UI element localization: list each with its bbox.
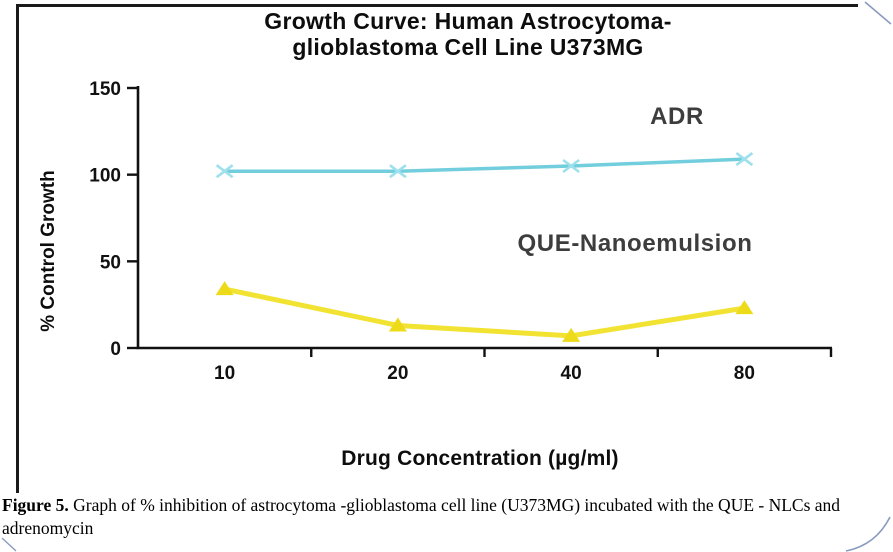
figure-caption: Figure 5. Graph of % inhibition of astro… — [2, 494, 891, 540]
corner-fold-mark-top-right — [864, 1, 892, 25]
data-marker-x — [389, 164, 407, 179]
x-tick-label: 20 — [387, 363, 408, 384]
x-tick-label: 40 — [561, 363, 582, 384]
data-marker-triangle — [735, 300, 754, 315]
data-marker-triangle — [562, 327, 581, 342]
x-tick-label: 80 — [734, 363, 755, 384]
x-tick-label: 10 — [214, 363, 235, 384]
data-marker-triangle — [215, 281, 234, 296]
chart-title-line2: glioblastoma Cell Line U373MG — [292, 34, 644, 60]
figure-border — [16, 4, 858, 493]
data-marker-x — [215, 164, 234, 179]
y-tick-label: 0 — [110, 339, 121, 360]
chart-title: Growth Curve: Human Astrocytoma- gliobla… — [138, 8, 798, 60]
series-annotation-adr: ADR — [650, 103, 704, 130]
data-marker-x — [562, 158, 580, 174]
data-marker-triangle — [388, 317, 407, 332]
series-annotation-que-nanoemulsion: QUE-Nanoemulsion — [517, 230, 753, 257]
y-tick-label: 50 — [100, 252, 121, 273]
y-tick-label: 100 — [89, 166, 121, 187]
data-marker-x — [735, 152, 754, 167]
figure-caption-label: Figure 5. — [2, 495, 69, 515]
series-line-adr — [222, 157, 747, 173]
chart-title-line1: Growth Curve: Human Astrocytoma- — [264, 8, 672, 34]
figure-caption-text: Graph of % inhibition of astrocytoma -gl… — [2, 495, 841, 538]
x-axis-title: Drug Concentration (µg/ml) — [341, 447, 619, 470]
corner-fold-mark-bottom-left — [1, 537, 17, 552]
corner-fold-mark-bottom-right — [845, 516, 891, 552]
series-line-que-nanoemulsion — [222, 286, 747, 339]
y-tick-label: 150 — [89, 79, 121, 100]
